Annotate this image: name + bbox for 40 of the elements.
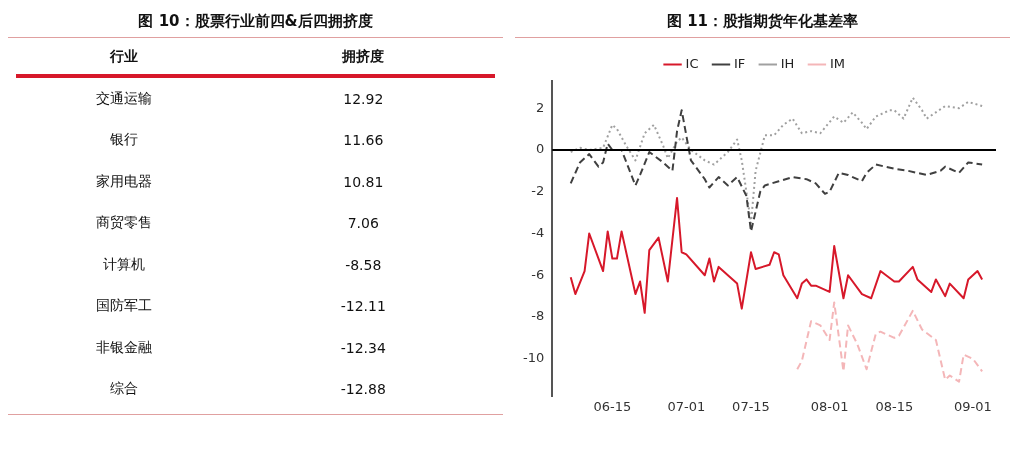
legend-label: IH <box>780 55 795 71</box>
x-tick-label: 06-15 <box>593 398 632 414</box>
category-label: 家用电器 <box>94 172 153 191</box>
y-tick-label: -2 <box>531 183 545 199</box>
data-label: -12.11 <box>339 298 387 315</box>
line-series <box>569 109 984 233</box>
data-label: 10.81 <box>342 173 385 190</box>
text: 拥挤度 <box>341 48 386 66</box>
data-label: 12.92 <box>342 90 385 107</box>
legend-label: IC <box>685 55 699 71</box>
x-tick-label: 08-15 <box>875 398 914 414</box>
category-label: 银行 <box>108 131 139 150</box>
y-tick-label: 2 <box>535 99 545 115</box>
line-series <box>569 96 984 225</box>
chart-title: 图 11：股指期货年化基差率 <box>665 11 860 32</box>
text: 行业 <box>108 48 139 66</box>
x-tick-label: 08-01 <box>810 398 849 414</box>
x-tick-label: 07-15 <box>732 398 770 414</box>
data-label: 11.66 <box>342 132 385 149</box>
x-tick-label: 09-01 <box>954 398 992 414</box>
data-label: -12.88 <box>339 381 387 398</box>
legend-label: IF <box>733 55 746 71</box>
x-tick-label: 07-01 <box>667 398 706 414</box>
y-tick-label: -4 <box>531 224 545 240</box>
category-label: 交通运输 <box>94 89 153 108</box>
category-label: 计算机 <box>101 255 146 274</box>
category-label: 非银金融 <box>94 338 153 357</box>
text: 图 10：股票行业前四&后四拥挤度 <box>137 11 374 32</box>
y-tick-label: -6 <box>531 266 545 282</box>
data-label: -12.34 <box>339 339 387 356</box>
category-label: 商贸零售 <box>94 214 153 233</box>
y-tick-label: 0 <box>535 141 545 157</box>
line-series <box>796 301 984 383</box>
category-label: 综合 <box>108 380 139 399</box>
legend-label: IM <box>829 55 845 71</box>
data-label: -8.58 <box>344 256 383 273</box>
category-label: 国防军工 <box>94 297 153 316</box>
data-label: 7.06 <box>346 215 380 232</box>
y-tick-label: -10 <box>523 350 545 366</box>
y-tick-label: -8 <box>531 308 545 324</box>
